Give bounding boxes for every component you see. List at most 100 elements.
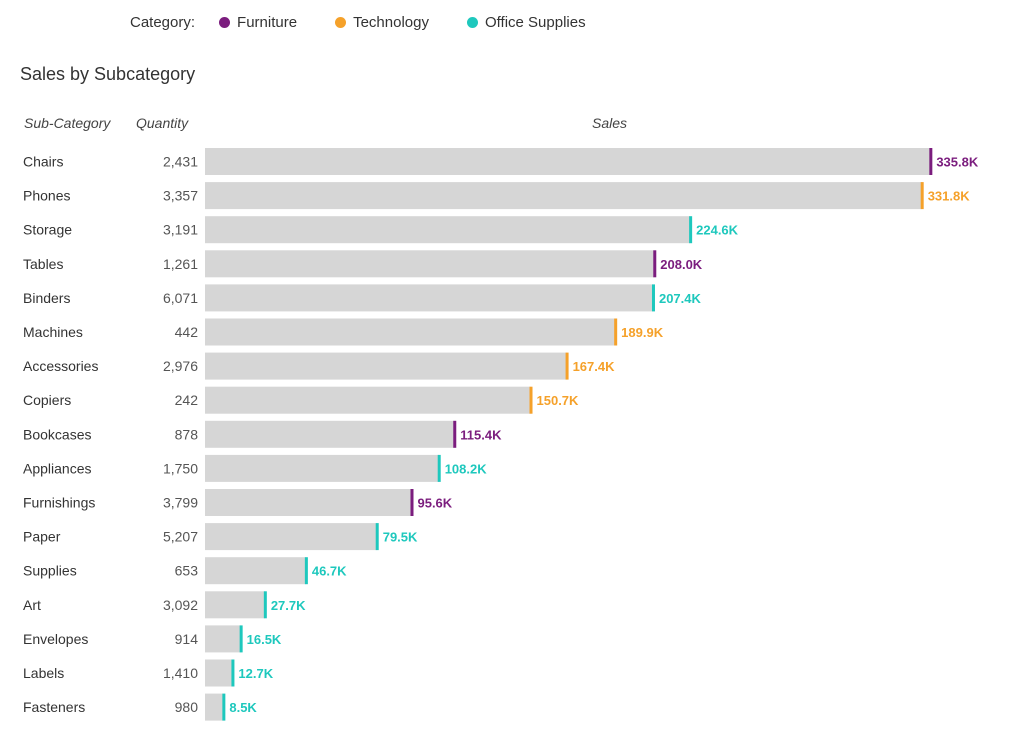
legend-item-technology[interactable]: Technology — [335, 14, 429, 31]
quantity-value-copiers: 242 — [175, 392, 199, 408]
subcategory-label-supplies: Supplies — [23, 563, 77, 579]
sales-bar-phones[interactable] — [205, 182, 922, 210]
quantity-value-phones: 3,357 — [163, 188, 198, 204]
sales-bar-appliances[interactable] — [205, 454, 439, 482]
quantity-value-supplies: 653 — [175, 563, 199, 579]
subcategory-label-machines: Machines — [23, 324, 83, 340]
subcategory-label-accessories: Accessories — [23, 358, 98, 374]
sales-bar-fasteners[interactable] — [205, 693, 224, 721]
sales-bar-marker-labels — [231, 659, 235, 687]
sales-bar-machines[interactable] — [205, 318, 616, 346]
subcategory-label-art: Art — [23, 597, 41, 613]
sales-value-label-supplies: 46.7K — [312, 564, 347, 579]
sales-value-label-machines: 189.9K — [621, 325, 664, 340]
subcategory-label-appliances: Appliances — [23, 460, 92, 476]
column-header-quantity: Quantity — [136, 115, 189, 131]
office-supplies-dot-icon — [466, 16, 478, 28]
sales-bar-marker-paper — [375, 523, 379, 551]
sales-bar-marker-supplies — [304, 557, 308, 585]
sales-value-label-phones: 331.8K — [928, 189, 971, 204]
legend-title: Category: — [130, 13, 196, 31]
sales-bar-marker-appliances — [437, 454, 441, 482]
furniture-dot-icon — [219, 16, 231, 28]
sales-bar-marker-accessories — [565, 352, 569, 380]
quantity-value-labels: 1,410 — [163, 665, 198, 681]
quantity-value-fasteners: 980 — [175, 699, 199, 715]
quantity-value-binders: 6,071 — [163, 290, 198, 306]
sales-value-label-furnishings: 95.6K — [417, 496, 452, 511]
quantity-value-furnishings: 3,799 — [163, 495, 198, 511]
sales-bar-marker-bookcases — [453, 420, 457, 448]
subcategory-label-binders: Binders — [23, 290, 70, 306]
quantity-value-envelopes: 914 — [175, 631, 199, 647]
sales-bar-marker-binders — [651, 284, 655, 312]
sales-bar-paper[interactable] — [205, 523, 377, 551]
subcategory-label-paper: Paper — [23, 529, 61, 545]
quantity-value-bookcases: 878 — [175, 426, 199, 442]
category-legend: Category: Furniture Technology Office Su… — [130, 12, 624, 32]
sales-bar-envelopes[interactable] — [205, 625, 241, 653]
sales-bar-labels[interactable] — [205, 659, 233, 687]
legend-item-office-supplies[interactable]: Office Supplies — [466, 13, 586, 31]
subcategory-label-labels: Labels — [23, 665, 64, 681]
sales-bar-marker-art — [263, 591, 267, 619]
sales-bar-marker-copiers — [529, 386, 533, 414]
quantity-value-accessories: 2,976 — [163, 358, 198, 374]
sales-value-label-bookcases: 115.4K — [460, 427, 502, 442]
sales-value-label-envelopes: 16.5K — [247, 632, 282, 647]
sales-bar-marker-chairs — [929, 148, 933, 175]
quantity-value-chairs: 2,431 — [163, 154, 198, 170]
subcategory-label-bookcases: Bookcases — [23, 426, 91, 442]
sales-bar-furnishings[interactable] — [205, 489, 412, 516]
sales-bar-copiers[interactable] — [205, 386, 531, 414]
sales-bar-marker-phones — [920, 182, 924, 210]
sales-bar-marker-envelopes — [239, 625, 243, 653]
sales-value-label-paper: 79.5K — [383, 530, 418, 545]
sales-bar-marker-machines — [614, 318, 618, 346]
sales-bar-tables[interactable] — [205, 250, 655, 278]
subcategory-label-envelopes: Envelopes — [23, 631, 88, 647]
quantity-value-machines: 442 — [175, 324, 199, 340]
sales-value-label-chairs: 335.8K — [936, 155, 979, 170]
sales-bar-marker-furnishings — [410, 489, 414, 516]
subcategory-label-tables: Tables — [23, 256, 63, 272]
sales-bar-marker-tables — [653, 250, 657, 278]
sales-value-label-fasteners: 8.5K — [229, 700, 257, 715]
sales-bar-chairs[interactable] — [205, 148, 931, 175]
sales-bar-bookcases[interactable] — [205, 420, 455, 448]
subcategory-label-storage: Storage — [23, 222, 72, 238]
sales-value-label-binders: 207.4K — [659, 291, 702, 306]
quantity-value-tables: 1,261 — [163, 256, 198, 272]
sales-value-label-storage: 224.6K — [696, 223, 739, 238]
subcategory-label-chairs: Chairs — [23, 154, 63, 170]
quantity-value-paper: 5,207 — [163, 529, 198, 545]
column-header-sales: Sales — [592, 115, 628, 131]
quantity-value-storage: 3,191 — [163, 222, 198, 238]
legend-label-office-supplies: Office Supplies — [484, 13, 586, 31]
legend-label-furniture: Furniture — [237, 13, 298, 31]
sales-bar-binders[interactable] — [205, 284, 653, 312]
sales-bar-supplies[interactable] — [205, 557, 306, 585]
legend-label-technology: Technology — [353, 13, 429, 31]
column-header-subcategory: Sub-Category — [24, 115, 111, 131]
sales-bar-storage[interactable] — [205, 216, 691, 244]
quantity-value-appliances: 1,750 — [163, 460, 198, 476]
subcategory-label-phones: Phones — [23, 188, 70, 204]
sales-value-label-appliances: 108.2K — [445, 461, 488, 476]
sales-bar-accessories[interactable] — [205, 352, 567, 380]
subcategory-label-copiers: Copiers — [23, 392, 71, 408]
quantity-value-art: 3,092 — [163, 597, 198, 613]
sales-value-label-tables: 208.0K — [660, 257, 703, 272]
sales-value-label-copiers: 150.7K — [537, 393, 580, 408]
sales-value-label-accessories: 167.4K — [573, 359, 616, 374]
technology-dot-icon — [335, 16, 347, 28]
subcategory-label-fasteners: Fasteners — [23, 699, 85, 715]
subcategory-label-furnishings: Furnishings — [23, 495, 95, 511]
sales-bar-marker-fasteners — [222, 693, 226, 721]
sales-value-label-labels: 12.7K — [238, 666, 273, 681]
sales-bar-marker-storage — [689, 216, 693, 244]
sales-bar-art[interactable] — [205, 591, 265, 619]
sales-value-label-art: 27.7K — [271, 598, 306, 613]
legend-item-furniture[interactable]: Furniture — [219, 14, 297, 31]
